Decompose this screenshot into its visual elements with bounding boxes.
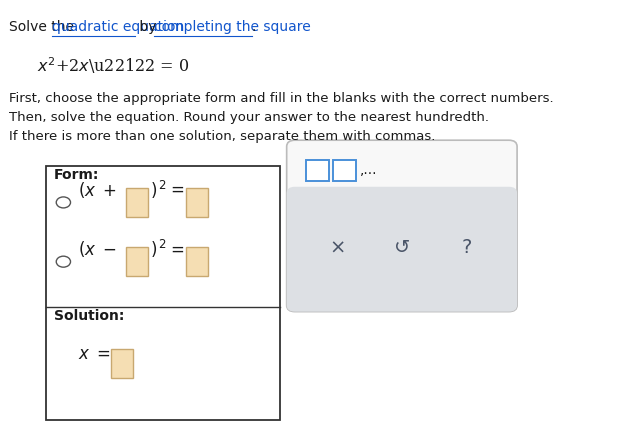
FancyBboxPatch shape (186, 188, 207, 217)
FancyBboxPatch shape (47, 167, 279, 420)
Text: $(x\ +\ $: $(x\ +\ $ (78, 180, 117, 200)
Text: Solution:: Solution: (54, 309, 124, 322)
FancyBboxPatch shape (287, 140, 517, 311)
Text: $)^{\,2}$: $)^{\,2}$ (150, 178, 167, 201)
Text: ×: × (329, 238, 345, 257)
Text: $=$: $=$ (167, 240, 184, 257)
FancyBboxPatch shape (127, 247, 148, 276)
Text: by: by (135, 20, 161, 34)
FancyBboxPatch shape (186, 247, 207, 276)
Text: Solve the: Solve the (9, 20, 78, 34)
Text: completing the square: completing the square (154, 20, 310, 34)
Text: $(x\ -\ $: $(x\ -\ $ (78, 239, 117, 259)
Text: ,...: ,... (360, 163, 378, 177)
Text: .: . (252, 20, 256, 34)
Text: ↺: ↺ (394, 238, 410, 257)
FancyBboxPatch shape (287, 187, 517, 311)
Text: ?: ? (461, 238, 472, 257)
Text: First, choose the appropriate form and fill in the blanks with the correct numbe: First, choose the appropriate form and f… (9, 92, 553, 144)
Text: Form:: Form: (54, 168, 99, 182)
FancyBboxPatch shape (127, 188, 148, 217)
Text: $x^2$+2$x$\u22122 = 0: $x^2$+2$x$\u22122 = 0 (37, 55, 189, 76)
FancyBboxPatch shape (333, 160, 356, 181)
Text: quadratic equation: quadratic equation (52, 20, 184, 34)
Text: $)^{\,2}$: $)^{\,2}$ (150, 238, 167, 260)
Text: $x\ =$: $x\ =$ (78, 346, 111, 363)
FancyBboxPatch shape (306, 160, 330, 181)
Text: $=$: $=$ (167, 181, 184, 198)
FancyBboxPatch shape (111, 349, 133, 377)
